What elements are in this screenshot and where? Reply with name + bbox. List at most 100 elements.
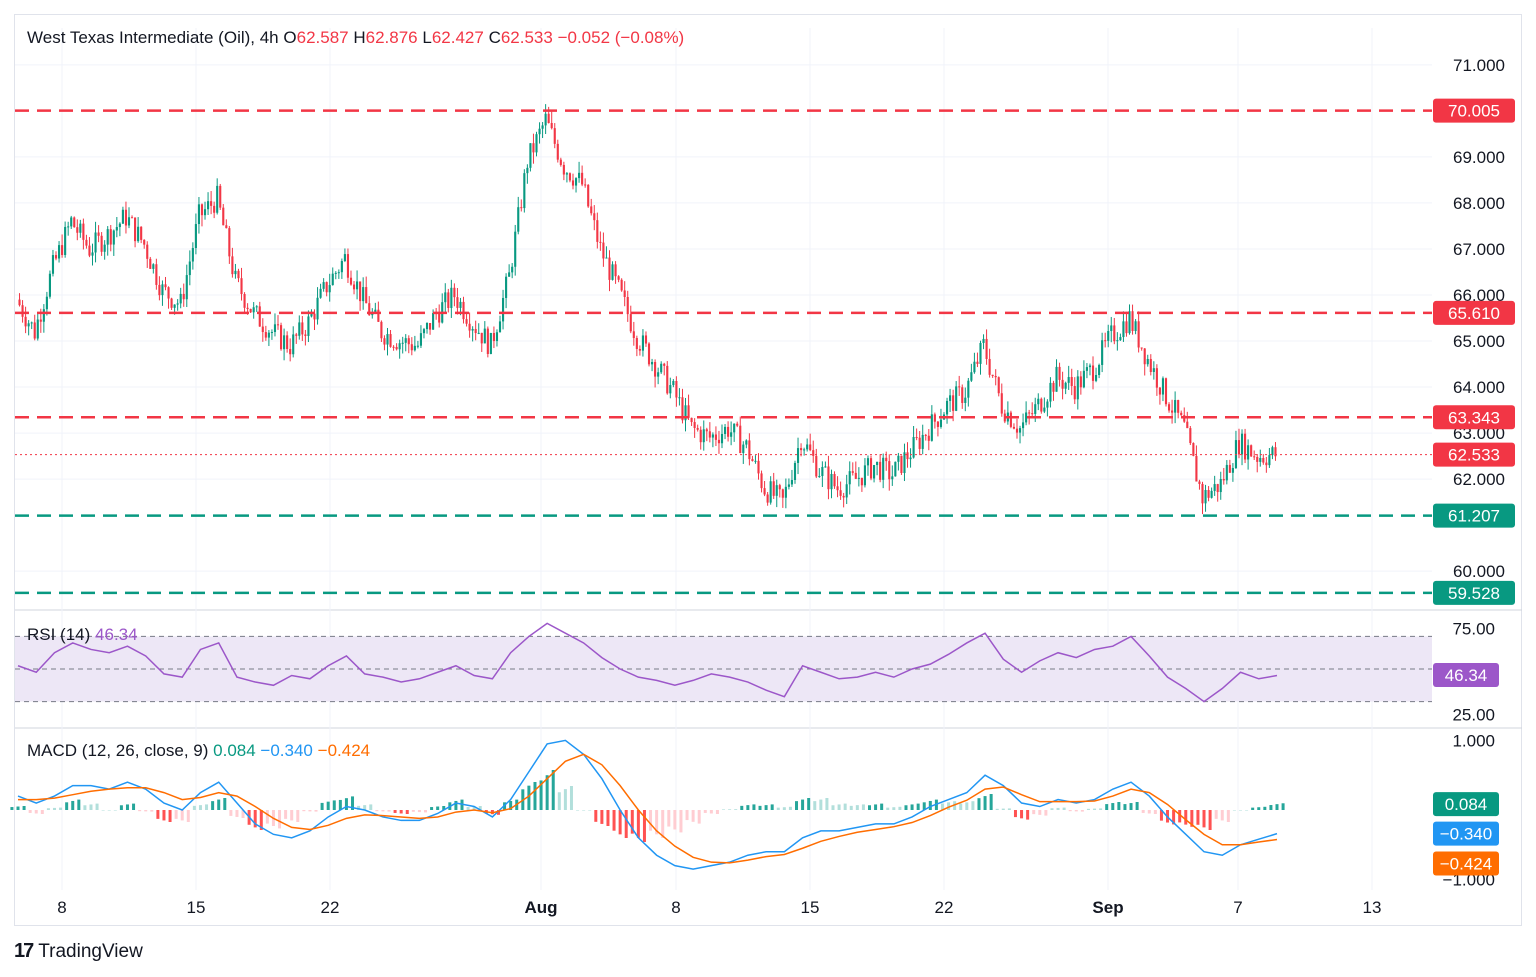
macd-histogram-bar <box>1275 804 1279 810</box>
candle-body <box>739 425 742 454</box>
tradingview-brand[interactable]: 17 TradingView <box>14 940 143 963</box>
macd-histogram-bar <box>52 807 56 810</box>
symbol-title: West Texas Intermediate (Oil), 4h <box>27 28 279 47</box>
macd-histogram-bar <box>649 810 653 831</box>
candle-body <box>313 313 316 320</box>
candle-body <box>61 245 64 255</box>
candle-body <box>252 307 255 313</box>
macd-histogram-bar <box>16 806 20 810</box>
candle-body <box>660 363 663 373</box>
macd-histogram-bar <box>630 810 634 834</box>
candle-body <box>629 314 632 332</box>
macd-histogram-bar <box>1159 810 1163 821</box>
macd-histogram-bar <box>509 800 513 810</box>
macd-histogram-bar <box>113 810 117 811</box>
candle-body <box>885 457 888 462</box>
candle-body <box>578 172 581 179</box>
candle-body <box>1228 464 1231 473</box>
candle-body <box>611 264 614 280</box>
x-tick-label: 22 <box>321 898 340 917</box>
candle-body <box>1149 358 1152 372</box>
candle-body <box>587 184 590 207</box>
y-tick-label: 60.000 <box>1453 562 1505 581</box>
candle-body <box>945 400 949 415</box>
macd-histogram-bar <box>46 808 50 810</box>
macd-histogram-bar <box>156 810 160 819</box>
macd-histogram-bar <box>770 804 774 810</box>
candle-body <box>520 207 523 209</box>
candle-body <box>54 255 58 259</box>
candle-body <box>787 484 790 487</box>
candle-body <box>465 319 468 324</box>
candle-body <box>727 426 730 437</box>
candle-body <box>1274 447 1277 457</box>
candle-body <box>255 306 258 308</box>
macd-histogram-bar <box>703 810 707 813</box>
macd-histogram-bar <box>709 810 713 814</box>
candle-body <box>392 346 395 348</box>
candle-body <box>912 437 915 458</box>
candle-body <box>976 361 979 364</box>
candle-body <box>450 287 453 308</box>
candle-body <box>438 313 441 323</box>
candle-body <box>76 227 79 233</box>
candle-body <box>1067 377 1070 383</box>
macd-histogram-bar <box>405 810 409 814</box>
candle-body <box>100 235 103 252</box>
macd-histogram-bar <box>539 780 543 810</box>
macd-histogram-bar <box>320 802 324 810</box>
macd-histogram-bar <box>788 806 792 810</box>
macd-histogram-bar <box>795 801 799 810</box>
macd-histogram-bar <box>752 804 756 810</box>
macd-histogram-bar <box>995 808 999 810</box>
candle-body <box>793 462 797 481</box>
candle-body <box>568 173 572 181</box>
candle-body <box>815 455 818 477</box>
candle-body <box>650 362 654 365</box>
macd-signal-line <box>18 753 1278 864</box>
x-tick-label: 8 <box>57 898 66 917</box>
candle-body <box>444 292 447 303</box>
candle-body <box>267 332 270 338</box>
macd-histogram-bar <box>1013 810 1017 818</box>
macd-histogram-bar <box>661 810 665 838</box>
candle-body <box>514 231 517 267</box>
macd-histogram-bar <box>186 810 190 822</box>
x-tick-label: 22 <box>935 898 954 917</box>
candle-body <box>1177 400 1180 413</box>
candle-body <box>413 345 416 351</box>
candle-body <box>1201 483 1204 504</box>
candle-body <box>581 172 584 185</box>
candle-body <box>617 276 620 280</box>
rsi-band <box>15 636 1432 702</box>
candle-body <box>949 395 952 401</box>
candle-body <box>1256 456 1259 462</box>
candle-body <box>1094 375 1098 381</box>
candle-body <box>67 226 70 228</box>
candle-body <box>501 297 505 322</box>
candle-body <box>669 385 672 394</box>
macd-histogram-bar <box>1111 803 1115 810</box>
candle-body <box>933 414 936 422</box>
candle-body <box>304 334 307 336</box>
macd-histogram-bar <box>454 800 458 810</box>
candle-body <box>1131 311 1134 331</box>
candle-body <box>191 248 194 262</box>
rsi-value-label: 46.34 <box>1445 666 1488 685</box>
macd-histogram-bar <box>898 806 902 810</box>
candle-body <box>73 217 76 228</box>
macd-legend[interactable]: MACD (12, 26, close, 9) 0.084 −0.340 −0.… <box>27 741 370 761</box>
y-tick-label: 67.000 <box>1453 240 1505 259</box>
candle-body <box>857 477 860 479</box>
candle-body <box>517 207 520 232</box>
candle-body <box>432 313 435 330</box>
rsi-legend[interactable]: RSI (14) 46.34 <box>27 625 138 645</box>
macd-histogram-bar <box>1038 810 1042 815</box>
candle-body <box>185 275 188 300</box>
macd-histogram-bar <box>722 809 726 810</box>
macd-histogram-bar <box>369 804 373 810</box>
candle-body <box>1104 340 1107 342</box>
macd-histogram-bar <box>606 810 610 826</box>
candle-body <box>626 296 629 315</box>
